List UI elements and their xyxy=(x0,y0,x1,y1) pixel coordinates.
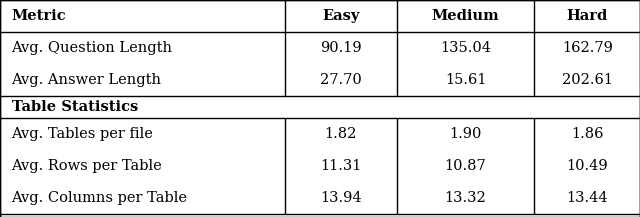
Text: Avg. Rows per Table: Avg. Rows per Table xyxy=(12,159,163,173)
Text: 1.90: 1.90 xyxy=(449,127,482,141)
Text: 10.87: 10.87 xyxy=(445,159,486,173)
Text: Avg. Answer Length: Avg. Answer Length xyxy=(12,73,161,87)
Text: 13.44: 13.44 xyxy=(566,191,608,205)
Text: Easy: Easy xyxy=(322,9,360,23)
Text: Avg. Question Length: Avg. Question Length xyxy=(12,41,173,55)
Text: Avg. Columns per Table: Avg. Columns per Table xyxy=(12,191,188,205)
Text: 11.31: 11.31 xyxy=(320,159,362,173)
Text: 10.49: 10.49 xyxy=(566,159,608,173)
Text: 1.82: 1.82 xyxy=(324,127,357,141)
Text: Medium: Medium xyxy=(432,9,499,23)
Text: 13.94: 13.94 xyxy=(320,191,362,205)
Text: 27.70: 27.70 xyxy=(320,73,362,87)
Text: 162.79: 162.79 xyxy=(562,41,612,55)
Text: Avg. Tables per file: Avg. Tables per file xyxy=(12,127,154,141)
Text: 135.04: 135.04 xyxy=(440,41,491,55)
Text: Table Statistics: Table Statistics xyxy=(12,100,138,114)
Text: 15.61: 15.61 xyxy=(445,73,486,87)
Text: 90.19: 90.19 xyxy=(320,41,362,55)
Text: 202.61: 202.61 xyxy=(562,73,612,87)
Text: Metric: Metric xyxy=(12,9,66,23)
Text: 13.32: 13.32 xyxy=(445,191,486,205)
Text: 1.86: 1.86 xyxy=(571,127,604,141)
Text: Hard: Hard xyxy=(566,9,608,23)
